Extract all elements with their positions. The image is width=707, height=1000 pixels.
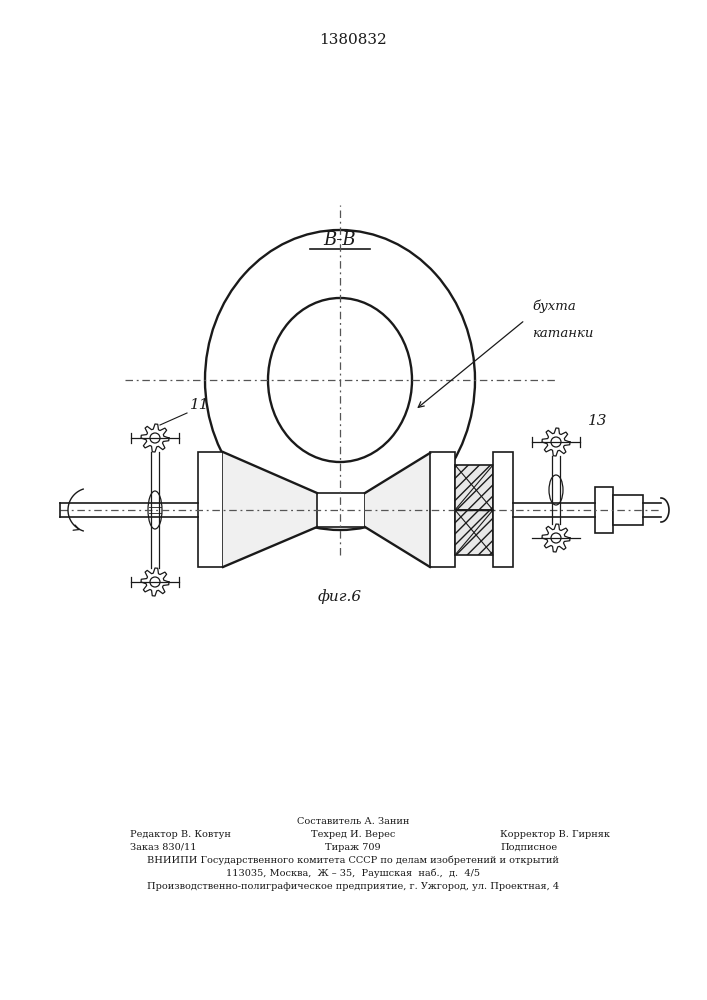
Polygon shape [223, 452, 317, 567]
Text: бухта: бухта [532, 300, 575, 313]
Text: Корректор В. Гирняк: Корректор В. Гирняк [500, 830, 610, 839]
Polygon shape [365, 453, 430, 567]
Text: Заказ 830/11: Заказ 830/11 [130, 843, 197, 852]
Circle shape [150, 577, 160, 587]
Bar [595, 487, 613, 533]
Circle shape [551, 437, 561, 447]
Bar [613, 495, 643, 525]
Bar [493, 452, 513, 567]
Ellipse shape [148, 491, 162, 529]
Text: Подписное: Подписное [500, 843, 557, 852]
Text: Составитель А. Занин: Составитель А. Занин [297, 817, 409, 826]
Text: фиг.6: фиг.6 [318, 590, 362, 604]
Circle shape [150, 433, 160, 443]
Bar [198, 452, 223, 567]
Text: Производственно-полиграфическое предприятие, г. Ужгород, ул. Проектная, 4: Производственно-полиграфическое предприя… [147, 882, 559, 891]
Text: Редактор В. Ковтун: Редактор В. Ковтун [130, 830, 231, 839]
Circle shape [551, 533, 561, 543]
Bar [430, 452, 455, 567]
Text: 11: 11 [190, 398, 209, 412]
Text: Тираж 709: Тираж 709 [325, 843, 381, 852]
Text: ВНИИПИ Государственного комитета СССР по делам изобретений и открытий: ВНИИПИ Государственного комитета СССР по… [147, 856, 559, 865]
Text: В-В: В-В [324, 231, 356, 249]
Text: Техред И. Верес: Техред И. Верес [311, 830, 395, 839]
Text: 13: 13 [588, 414, 607, 428]
Text: 1380832: 1380832 [319, 33, 387, 47]
Bar [455, 510, 493, 555]
Text: катанки: катанки [532, 327, 593, 340]
Bar [455, 465, 493, 510]
Text: 113035, Москва,  Ж – 35,  Раушская  наб.,  д.  4/5: 113035, Москва, Ж – 35, Раушская наб., д… [226, 868, 480, 878]
Ellipse shape [549, 475, 563, 505]
Bar [317, 493, 365, 527]
